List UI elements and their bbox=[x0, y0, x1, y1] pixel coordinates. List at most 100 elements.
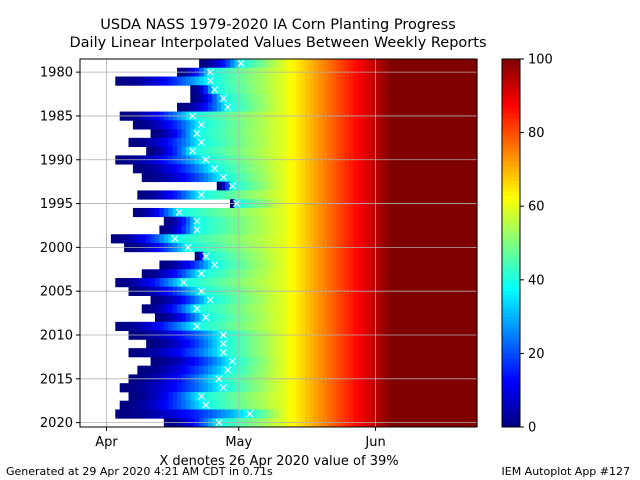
heat-row-2016 bbox=[119, 383, 478, 393]
marker-x-1992 bbox=[219, 173, 227, 181]
heat-row-2012 bbox=[128, 348, 478, 358]
y-tick-label-1985: 1985 bbox=[40, 109, 73, 124]
marker-x-1991 bbox=[210, 164, 219, 173]
heat-row-1981 bbox=[115, 76, 478, 86]
colorbar-tick-label-100: 100 bbox=[528, 53, 553, 68]
heat-row-1993 bbox=[216, 181, 478, 191]
marker-x-2015 bbox=[215, 375, 223, 383]
heat-row-1979 bbox=[199, 59, 478, 69]
marker-x-1979 bbox=[237, 59, 245, 67]
marker-x-2004 bbox=[180, 278, 188, 287]
heat-row-2003 bbox=[141, 269, 478, 279]
marker-x-2012 bbox=[219, 348, 227, 357]
marker-x-2011 bbox=[219, 340, 227, 348]
marker-x-1980 bbox=[206, 68, 214, 76]
y-tick-label-1980: 1980 bbox=[40, 66, 73, 81]
heat-row-1984 bbox=[177, 102, 478, 112]
marker-x-1993 bbox=[228, 182, 236, 190]
colorbar-tick-label-20: 20 bbox=[528, 347, 545, 362]
footer-app-id: IEM Autoplot App #127 bbox=[501, 465, 631, 478]
marker-x-2017 bbox=[197, 392, 205, 400]
x-tick-label-apr: Apr bbox=[95, 435, 118, 450]
heat-row-1994 bbox=[137, 190, 478, 200]
x-axis-label: X denotes 26 Apr 2020 value of 39% bbox=[159, 454, 399, 469]
heat-row-1986 bbox=[132, 120, 478, 130]
heat-row-2007 bbox=[141, 304, 478, 314]
marker-x-1982 bbox=[210, 86, 219, 94]
marker-x-1988 bbox=[197, 138, 205, 146]
y-tick-label-2015: 2015 bbox=[40, 372, 73, 387]
marker-x-2002 bbox=[210, 261, 219, 269]
plot-frame bbox=[79, 58, 478, 428]
marker-x-1985 bbox=[188, 112, 197, 120]
y-tick-label-2010: 2010 bbox=[40, 329, 73, 344]
colorbar-tick-label-0: 0 bbox=[528, 421, 536, 436]
marker-x-2001 bbox=[202, 252, 210, 260]
colorbar-tick-label-80: 80 bbox=[528, 126, 545, 141]
heat-row-2004 bbox=[115, 278, 478, 288]
marker-x-2006 bbox=[206, 296, 214, 304]
marker-x-2010 bbox=[219, 331, 227, 339]
marker-x-2000 bbox=[184, 243, 192, 251]
marker-x-1987 bbox=[193, 129, 201, 138]
marker-x-1998 bbox=[193, 226, 201, 234]
chart-title-line2: Daily Linear Interpolated Values Between… bbox=[69, 35, 487, 51]
heat-row-1989 bbox=[146, 146, 478, 156]
heat-row-2013 bbox=[150, 356, 478, 367]
heat-row-2006 bbox=[150, 295, 478, 305]
marker-x-1983 bbox=[219, 94, 227, 103]
y-tick-label-2000: 2000 bbox=[40, 241, 73, 256]
marker-x-1990 bbox=[202, 156, 210, 164]
heat-row-2014 bbox=[137, 365, 478, 375]
x-tick-label-may: May bbox=[225, 435, 252, 450]
marker-x-2005 bbox=[197, 287, 205, 295]
marker-x-2020 bbox=[215, 419, 223, 427]
marker-x-1989 bbox=[188, 147, 197, 155]
marker-x-1996 bbox=[175, 208, 183, 216]
heat-row-1997 bbox=[163, 216, 478, 226]
heat-row-2017 bbox=[128, 391, 478, 402]
marker-x-2018 bbox=[202, 401, 210, 409]
heat-row-1996 bbox=[132, 207, 478, 218]
marker-x-1986 bbox=[197, 121, 205, 129]
y-tick-label-2020: 2020 bbox=[40, 416, 73, 431]
heat-row-1998 bbox=[159, 225, 478, 235]
y-tick-label-1995: 1995 bbox=[40, 197, 73, 212]
heat-row-1992 bbox=[141, 172, 478, 183]
colorbar-tick-label-40: 40 bbox=[528, 273, 545, 288]
marker-x-1994 bbox=[197, 191, 205, 199]
marker-x-1999 bbox=[171, 235, 179, 243]
marker-x-1997 bbox=[193, 217, 201, 225]
heat-row-2019 bbox=[115, 409, 478, 419]
heat-row-1988 bbox=[128, 137, 478, 148]
heat-row-2018 bbox=[119, 400, 478, 410]
y-tick-label-1990: 1990 bbox=[40, 153, 73, 168]
marker-x-1984 bbox=[224, 103, 232, 111]
colorbar-frame bbox=[501, 58, 521, 428]
marker-x-2016 bbox=[219, 383, 227, 392]
heat-row-2002 bbox=[159, 260, 478, 270]
marker-x-2013 bbox=[228, 357, 236, 365]
heat-row-2009 bbox=[115, 321, 478, 332]
marker-x-2008 bbox=[202, 313, 210, 322]
marker-x-1995 bbox=[233, 199, 241, 208]
marker-x-2014 bbox=[224, 366, 232, 374]
chart-title-line1: USDA NASS 1979-2020 IA Corn Planting Pro… bbox=[100, 17, 456, 33]
colorbar-tick-label-60: 60 bbox=[528, 200, 545, 215]
x-tick-label-jun: Jun bbox=[364, 435, 385, 450]
marker-x-1981 bbox=[206, 77, 214, 85]
heat-row-2008 bbox=[154, 313, 478, 323]
marker-x-2003 bbox=[197, 270, 205, 278]
heat-row-2011 bbox=[146, 339, 478, 349]
y-tick-label-2005: 2005 bbox=[40, 285, 73, 300]
marker-x-2007 bbox=[193, 305, 201, 313]
footer-generated: Generated at 29 Apr 2020 4:21 AM CDT in … bbox=[6, 465, 273, 478]
colorbar bbox=[502, 59, 520, 428]
marker-x-2019 bbox=[246, 410, 254, 418]
heat-row-1983 bbox=[190, 94, 478, 104]
marker-x-2009 bbox=[193, 322, 201, 330]
heat-row-2001 bbox=[194, 251, 478, 261]
heat-row-1999 bbox=[110, 234, 478, 244]
heat-row-1991 bbox=[132, 164, 478, 174]
